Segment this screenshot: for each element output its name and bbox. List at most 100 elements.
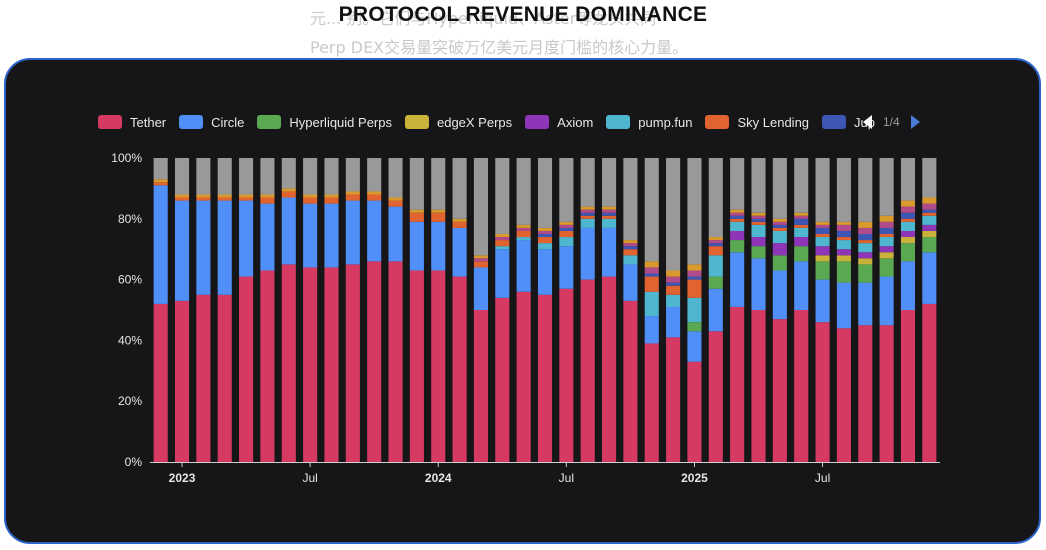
bar-segment-circle [794,261,809,310]
bar-segment-hyperliquid-perps [858,264,873,283]
bar-segment-circle [196,200,211,295]
bar-segment-tether [687,361,702,462]
bar-segment-axiom [730,230,745,241]
bar-segment-other [922,158,937,198]
legend-swatch [822,115,847,129]
bar-segment-axiom [858,252,873,259]
bar-segment-series-9 [602,206,617,210]
legend-item-circle[interactable]: Circle [179,115,244,130]
bar-segment-series-8 [666,276,681,283]
bar-segment-series-8 [730,212,745,216]
bar-segment-series-9 [559,221,574,225]
legend-item-edgex-perps[interactable]: edgeX Perps [404,115,512,130]
bar-segment-pump-fun [922,215,937,225]
bar-segment-sky-lending [751,221,766,225]
bar-segment-jup [602,212,617,216]
bar-segment-tether [666,337,681,462]
bar-segment-pump-fun [623,255,638,265]
legend-item-axiom[interactable]: Axiom [525,115,593,130]
bar-segment-other [537,158,553,228]
bar-segment-tether [473,310,488,462]
bar-segment-series-9 [260,194,275,198]
bar-segment-tether [858,325,873,462]
bar-segment-other [687,158,702,265]
bar-segment-series-9 [516,224,531,228]
y-tick-label: 40% [118,333,142,347]
bar-segment-series-9 [196,194,211,198]
bar-segment-circle [623,264,638,301]
x-tick-label: Jul [302,471,317,485]
x-tick-label: Jul [815,471,830,485]
bar-segment-series-9 [815,221,830,225]
legend-prev-page-icon[interactable] [863,115,872,129]
x-tick-label: 2025 [681,471,708,485]
bar-segment-pump-fun [580,218,595,228]
bar-segment-circle [687,331,702,362]
bar-segment-hyperliquid-perps [900,243,916,262]
bar-segment-jup [687,276,702,280]
bar-segment-circle [516,240,531,292]
bar-segment-axiom [794,237,809,247]
bar-segment-tether [217,294,232,462]
legend-item-tether[interactable]: Tether [98,115,166,130]
bar-segment-circle [495,249,510,298]
bar-segment-sky-lending [879,234,894,238]
bar-segment-other [345,158,360,192]
bar-segment-sky-lending [537,237,553,244]
legend-item-sky-lending[interactable]: Sky Lending [705,115,809,130]
bar-segment-sky-lending [580,215,595,219]
bar-segment-sky-lending [687,279,702,298]
bar-segment-sky-lending [602,215,617,219]
bar-segment-sky-lending [281,191,296,198]
x-tick-label: Jul [559,471,574,485]
bar-segment-series-9 [730,209,745,213]
bar-segment-series-9 [644,261,659,268]
bar-segment-series-9 [836,221,851,225]
bar-segment-other [303,158,318,195]
bar-segment-jup [900,212,916,219]
bar-segment-hyperliquid-perps [836,261,851,283]
bar-segment-pump-fun [602,218,617,228]
bar-segment-circle [537,249,553,295]
bar-segment-other [644,158,659,262]
bar-segment-series-9 [900,200,916,207]
legend-next-page-icon[interactable] [910,115,920,129]
bar-segment-circle [836,282,851,329]
bar-segment-series-8 [772,221,787,225]
bar-segment-other [708,158,723,238]
bar-segment-other [281,158,296,189]
bar-segment-series-9 [217,194,232,198]
bar-segment-jup [730,215,745,219]
bar-segment-hyperliquid-perps [879,258,894,277]
bar-segment-pump-fun [516,237,531,241]
bar-segment-series-8 [858,227,873,234]
bar-segment-circle [409,221,424,271]
bar-segment-circle [431,221,446,271]
bar-segment-sky-lending [559,230,574,238]
bar-segment-series-9 [794,212,809,216]
legend-item-hyperliquid-perps[interactable]: Hyperliquid Perps [257,115,392,130]
bar-segment-tether [815,322,830,462]
bar-segment-hyperliquid-perps [922,237,937,253]
bar-segment-series-9 [388,197,403,201]
bar-segment-sky-lending [623,249,638,256]
bar-segment-circle [452,227,467,277]
bar-segment-sky-lending [836,237,851,241]
bar-segment-circle [324,203,339,268]
bar-segment-other [367,158,382,192]
legend-item-pump-fun[interactable]: pump.fun [606,115,692,130]
bar-segment-series-9 [666,270,681,277]
bar-segment-series-9 [452,218,467,222]
bar-segment-circle [644,316,659,344]
bar-segment-series-8 [836,224,851,231]
bar-segment-sky-lending [730,218,745,222]
bar-segment-circle [174,200,190,301]
bar-segment-tether [772,319,787,462]
bar-segment-series-8 [794,215,809,219]
bar-segment-pump-fun [730,221,745,231]
bar-segment-circle [602,227,617,277]
bar-segment-other [580,158,595,207]
bar-segment-sky-lending [345,194,360,201]
bar-segment-jup [879,227,894,234]
legend-swatch [179,115,204,129]
